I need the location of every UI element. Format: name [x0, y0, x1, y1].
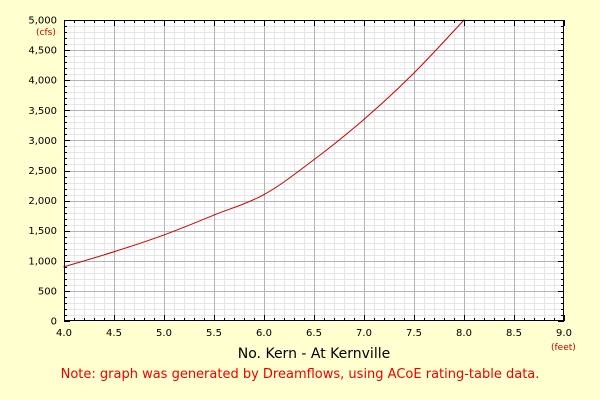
x-tick-label: 5.5 [206, 328, 222, 339]
y-tick-label: 4,000 [28, 76, 57, 87]
y-axis-unit-label: (cfs) [36, 28, 56, 38]
data-point [263, 193, 265, 196]
x-tick-label: 7.0 [356, 328, 372, 339]
y-tick-label: 1,000 [28, 256, 57, 267]
data-point [413, 72, 415, 74]
rating-curve-line [63, 19, 465, 268]
y-tick-label: 3,500 [28, 106, 57, 117]
x-tick-label: 8.5 [506, 328, 522, 339]
x-tick-label: 5.0 [156, 328, 172, 339]
data-point [163, 234, 165, 236]
y-tick-label: 2,000 [28, 196, 57, 207]
plot-border [64, 20, 564, 321]
x-tick-labels: 4.0 4.5 5.0 5.5 6.0 6.5 7.0 7.5 8.0 8.5 9.0 [56, 328, 572, 339]
y-tick-label: 1,500 [28, 226, 57, 237]
y-tick-label: 4,500 [28, 46, 57, 57]
x-axis-unit-label: (feet) [551, 343, 576, 353]
x-tick-label: 9.0 [556, 328, 572, 339]
y-tick-label: 3,000 [28, 136, 57, 147]
y-tick-label: 5,000 [28, 16, 57, 27]
x-tick-label: 6.0 [256, 328, 272, 339]
data-point [363, 118, 365, 120]
x-tick-label: 8.0 [456, 328, 472, 339]
x-tick-label: 4.0 [56, 328, 72, 339]
data-point [213, 214, 215, 216]
data-point [113, 251, 115, 253]
x-tick-label: 7.5 [406, 328, 422, 339]
x-tick-label: 4.5 [106, 328, 122, 339]
chart-title: No. Kern - At Kernville [238, 346, 390, 362]
y-tick-label: 2,500 [28, 166, 57, 177]
y-tick-label: 0 [51, 317, 57, 328]
major-grid [64, 20, 564, 321]
y-tick-label: 500 [38, 286, 57, 297]
chart-note: Note: graph was generated by Dreamflows,… [61, 367, 540, 382]
y-tick-labels: 0 500 1,000 1,500 2,000 2,500 3,000 3,500 4,000 4… [28, 16, 57, 328]
data-point [313, 159, 315, 161]
x-tick-label: 6.5 [306, 328, 322, 339]
